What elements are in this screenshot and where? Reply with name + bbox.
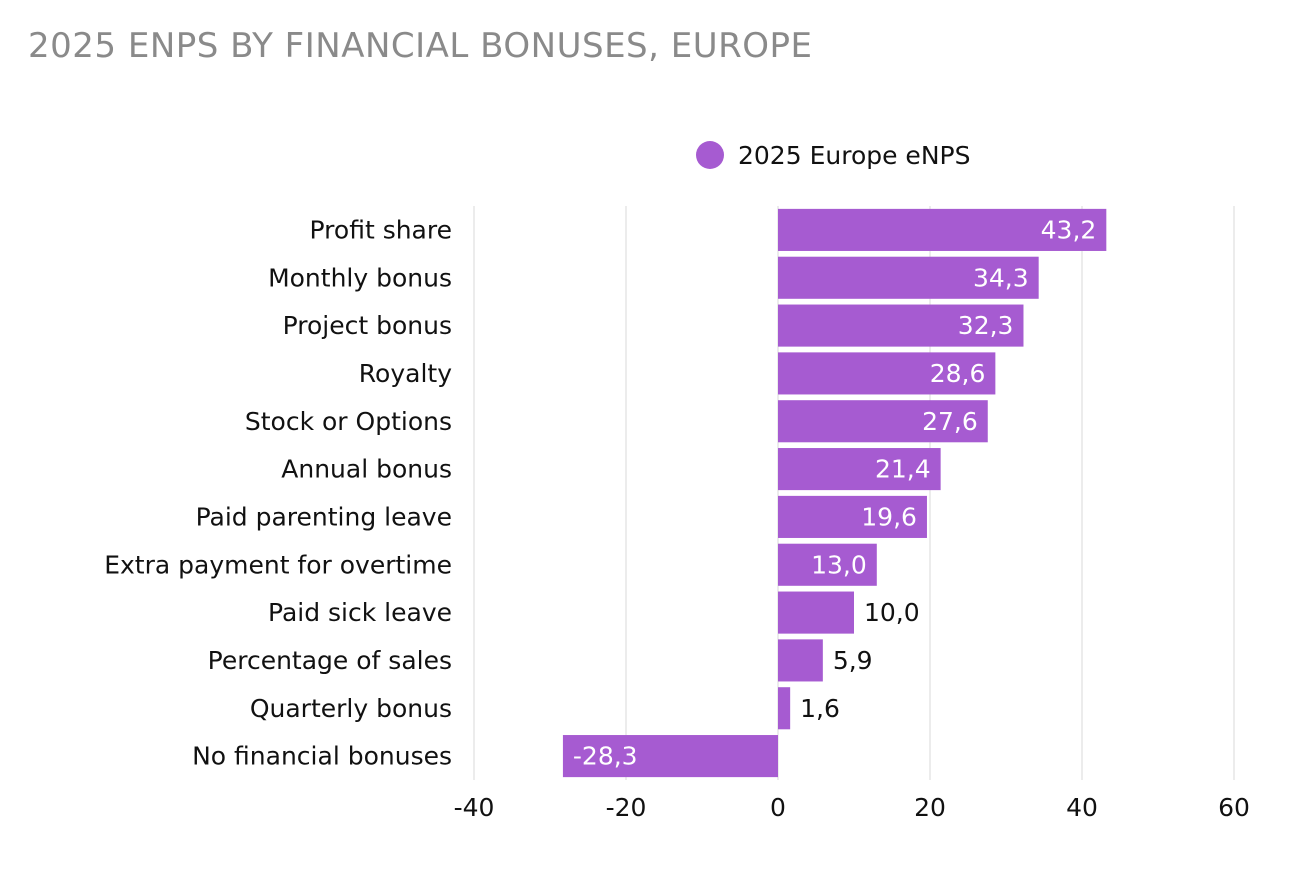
category-label: Paid parenting leave xyxy=(196,502,452,531)
bar xyxy=(778,304,1024,347)
category-labels: Profit share Monthly bonus Project bonus Ro… xyxy=(104,215,452,770)
data-label: 28,6 xyxy=(930,359,986,388)
data-label: 21,4 xyxy=(875,455,931,484)
data-label: 43,2 xyxy=(1041,215,1097,244)
data-labels: 43,2 34,3 32,3 28,6 27,6 21,4 19,6 13,0 10,0 5,9 1… xyxy=(573,215,1096,770)
data-label: 1,6 xyxy=(800,694,840,723)
data-label: 19,6 xyxy=(861,502,917,531)
category-label: Royalty xyxy=(359,359,452,388)
bar xyxy=(778,639,823,682)
category-label: Quarterly bonus xyxy=(250,694,452,723)
x-tick-label: 60 xyxy=(1218,793,1250,822)
bar xyxy=(778,448,941,491)
x-tick-label: 0 xyxy=(770,793,786,822)
grid-lines xyxy=(473,206,1235,780)
category-label: Annual bonus xyxy=(281,455,452,484)
chart-title: 2025 ENPS BY FINANCIAL BONUSES, EUROPE xyxy=(28,26,813,66)
category-label: Project bonus xyxy=(283,311,452,340)
bar xyxy=(778,591,854,634)
data-label: 13,0 xyxy=(811,550,867,579)
category-label: Monthly bonus xyxy=(268,263,452,292)
category-label: Profit share xyxy=(310,215,452,244)
bar xyxy=(562,735,778,778)
category-label: Paid sick leave xyxy=(268,598,452,627)
bars xyxy=(562,208,1107,778)
data-label: 27,6 xyxy=(922,407,978,436)
data-label: 34,3 xyxy=(973,263,1029,292)
bar xyxy=(778,208,1107,251)
x-tick-label: 40 xyxy=(1066,793,1098,822)
bar xyxy=(778,687,791,730)
data-label: 32,3 xyxy=(958,311,1014,340)
category-label: Stock or Options xyxy=(245,407,452,436)
x-tick-label: -40 xyxy=(454,793,495,822)
legend-swatch xyxy=(696,141,724,169)
category-label: No financial bonuses xyxy=(192,742,452,771)
x-tick-label: -20 xyxy=(606,793,647,822)
data-label: 10,0 xyxy=(864,598,920,627)
legend: 2025 Europe eNPS xyxy=(696,138,970,172)
legend-label: 2025 Europe eNPS xyxy=(738,140,971,170)
bar xyxy=(778,400,988,443)
x-axis-ticks: -40 -20 0 20 40 60 xyxy=(454,793,1250,822)
category-label: Percentage of sales xyxy=(208,646,452,675)
category-label: Extra payment for overtime xyxy=(104,550,452,579)
bar xyxy=(778,352,996,395)
bar xyxy=(778,543,877,586)
bar xyxy=(778,495,927,538)
data-label: -28,3 xyxy=(573,742,638,771)
data-label: 5,9 xyxy=(833,646,873,675)
x-tick-label: 20 xyxy=(914,793,946,822)
bar xyxy=(778,256,1039,299)
